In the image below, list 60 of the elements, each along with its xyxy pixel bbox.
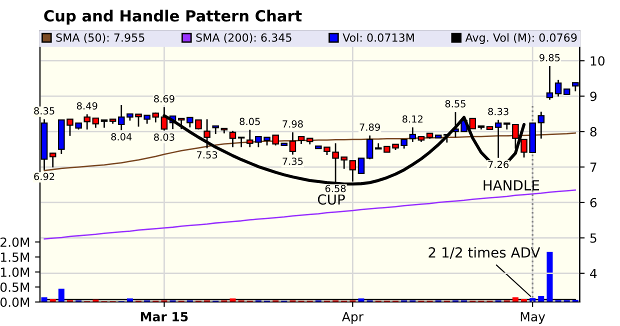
candlestick: [554, 79, 562, 98]
legend-label: SMA (200): 6.345: [196, 33, 292, 44]
annotation: 7.98: [282, 120, 303, 128]
candlestick: [349, 160, 356, 182]
candlestick: [289, 132, 296, 156]
y-tick-label: 0.5M: [0, 282, 30, 292]
y2-tick-label: 10: [590, 56, 604, 66]
annotation: 6.92: [34, 172, 54, 180]
candlestick: [366, 134, 374, 160]
annotation: 7.89: [360, 123, 380, 131]
annotation: 8.69: [154, 95, 174, 102]
y-tick-label: 1.0M: [0, 267, 30, 277]
candlestick: [494, 119, 502, 159]
annotation: 8.35: [34, 107, 54, 115]
candlestick: [178, 118, 185, 130]
y2-tick-label: 7: [590, 162, 596, 172]
annotation: 8.33: [488, 108, 508, 116]
annotation: CUP: [318, 194, 345, 205]
bar: [546, 252, 553, 302]
annotation: 9.85: [540, 54, 560, 62]
candlestick: [358, 158, 365, 174]
candlestick: [538, 111, 545, 140]
y-tick-label: 1.5M: [0, 252, 30, 262]
x-tick-label: May: [520, 312, 546, 324]
annotation: 2 1/2 times ADV: [428, 246, 540, 259]
candlestick: [84, 114, 90, 130]
candlestick: [229, 130, 236, 148]
annotation: 8.49: [76, 102, 98, 110]
y2-tick-label: 5: [590, 234, 596, 243]
y-tick-label: 0.0M: [0, 297, 30, 307]
annotation: 8.05: [240, 118, 260, 126]
y2-tick-label: 9: [590, 92, 596, 102]
annotation: 6.58: [325, 184, 346, 192]
y2-tick-label: 8: [590, 127, 597, 137]
legend-label: Vol: 0.0713M: [342, 33, 414, 42]
annotation: 8.55: [445, 100, 466, 108]
candlestick: [92, 117, 100, 128]
candlestick: [546, 65, 554, 100]
candlestick: [204, 118, 210, 149]
x-tick-label: Mar 15: [140, 312, 188, 322]
annotation: 8.12: [402, 115, 422, 123]
legend-label: SMA (50): 7.955: [56, 33, 144, 44]
y2-tick-label: 6: [590, 198, 597, 208]
bar: [538, 296, 544, 302]
y2-tick-label: 4: [590, 268, 597, 278]
bar: [41, 297, 48, 302]
candlestick: [238, 136, 245, 148]
bar: [512, 297, 518, 302]
annotation: HANDLE: [484, 180, 540, 190]
annotation: 8.04: [111, 133, 132, 140]
candlestick: [409, 126, 416, 143]
annotation: 8.03: [154, 133, 174, 141]
chart-title: Cup and Handle Pattern Chart: [44, 10, 302, 25]
legend-label: Avg. Vol (M): 0.0769: [465, 33, 577, 44]
y-tick-label: 2.0M: [0, 237, 30, 247]
x-tick-label: Apr: [342, 312, 364, 324]
candlestick: [49, 152, 56, 168]
annotation: 7.35: [282, 158, 303, 165]
annotation: 7.53: [197, 151, 218, 159]
bar: [58, 288, 64, 302]
